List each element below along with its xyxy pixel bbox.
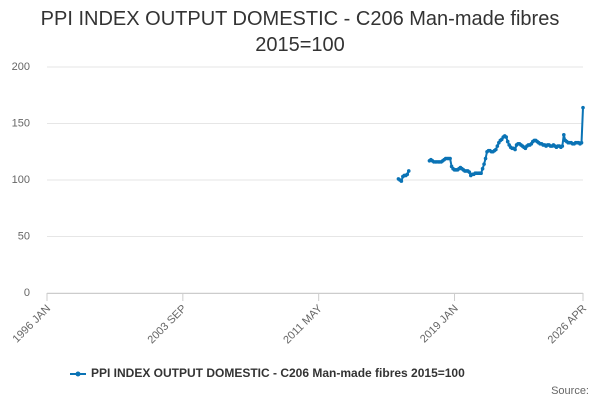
data-point xyxy=(581,105,585,110)
data-point xyxy=(495,144,500,148)
data-point xyxy=(504,135,509,139)
x-tick-label: 2026 APR xyxy=(546,303,590,347)
y-tick-label: 0 xyxy=(24,287,30,299)
legend-label: PPI INDEX OUTPUT DOMESTIC - C206 Man-mad… xyxy=(91,366,465,380)
data-point xyxy=(479,171,483,176)
data-point xyxy=(579,140,584,145)
x-tick-label: 2011 MAY xyxy=(281,302,325,346)
x-tick-label: 2003 SEP xyxy=(146,303,190,347)
data-point xyxy=(399,179,404,183)
chart-title: PPI INDEX OUTPUT DOMESTIC - C206 Man-mad… xyxy=(40,8,560,56)
data-point xyxy=(513,147,517,152)
data-point xyxy=(405,172,410,177)
legend-marker xyxy=(75,371,81,377)
data-point xyxy=(505,139,510,144)
data-point xyxy=(562,133,566,137)
data-point xyxy=(467,170,472,174)
x-tick-label: 2019 JAN xyxy=(418,303,461,346)
y-tick-label: 200 xyxy=(12,61,30,73)
data-point xyxy=(560,144,565,148)
data-point xyxy=(494,147,498,152)
source: Source: xyxy=(551,385,589,397)
y-tick-label: 50 xyxy=(18,230,30,242)
data-point xyxy=(406,169,411,173)
x-tick-label: 1996 JAN xyxy=(11,303,54,346)
data-point xyxy=(482,162,486,166)
data-point xyxy=(448,156,452,161)
y-tick-label: 150 xyxy=(12,117,30,129)
data-point xyxy=(480,166,485,171)
y-tick-label: 100 xyxy=(12,174,30,186)
data-point xyxy=(483,156,488,161)
